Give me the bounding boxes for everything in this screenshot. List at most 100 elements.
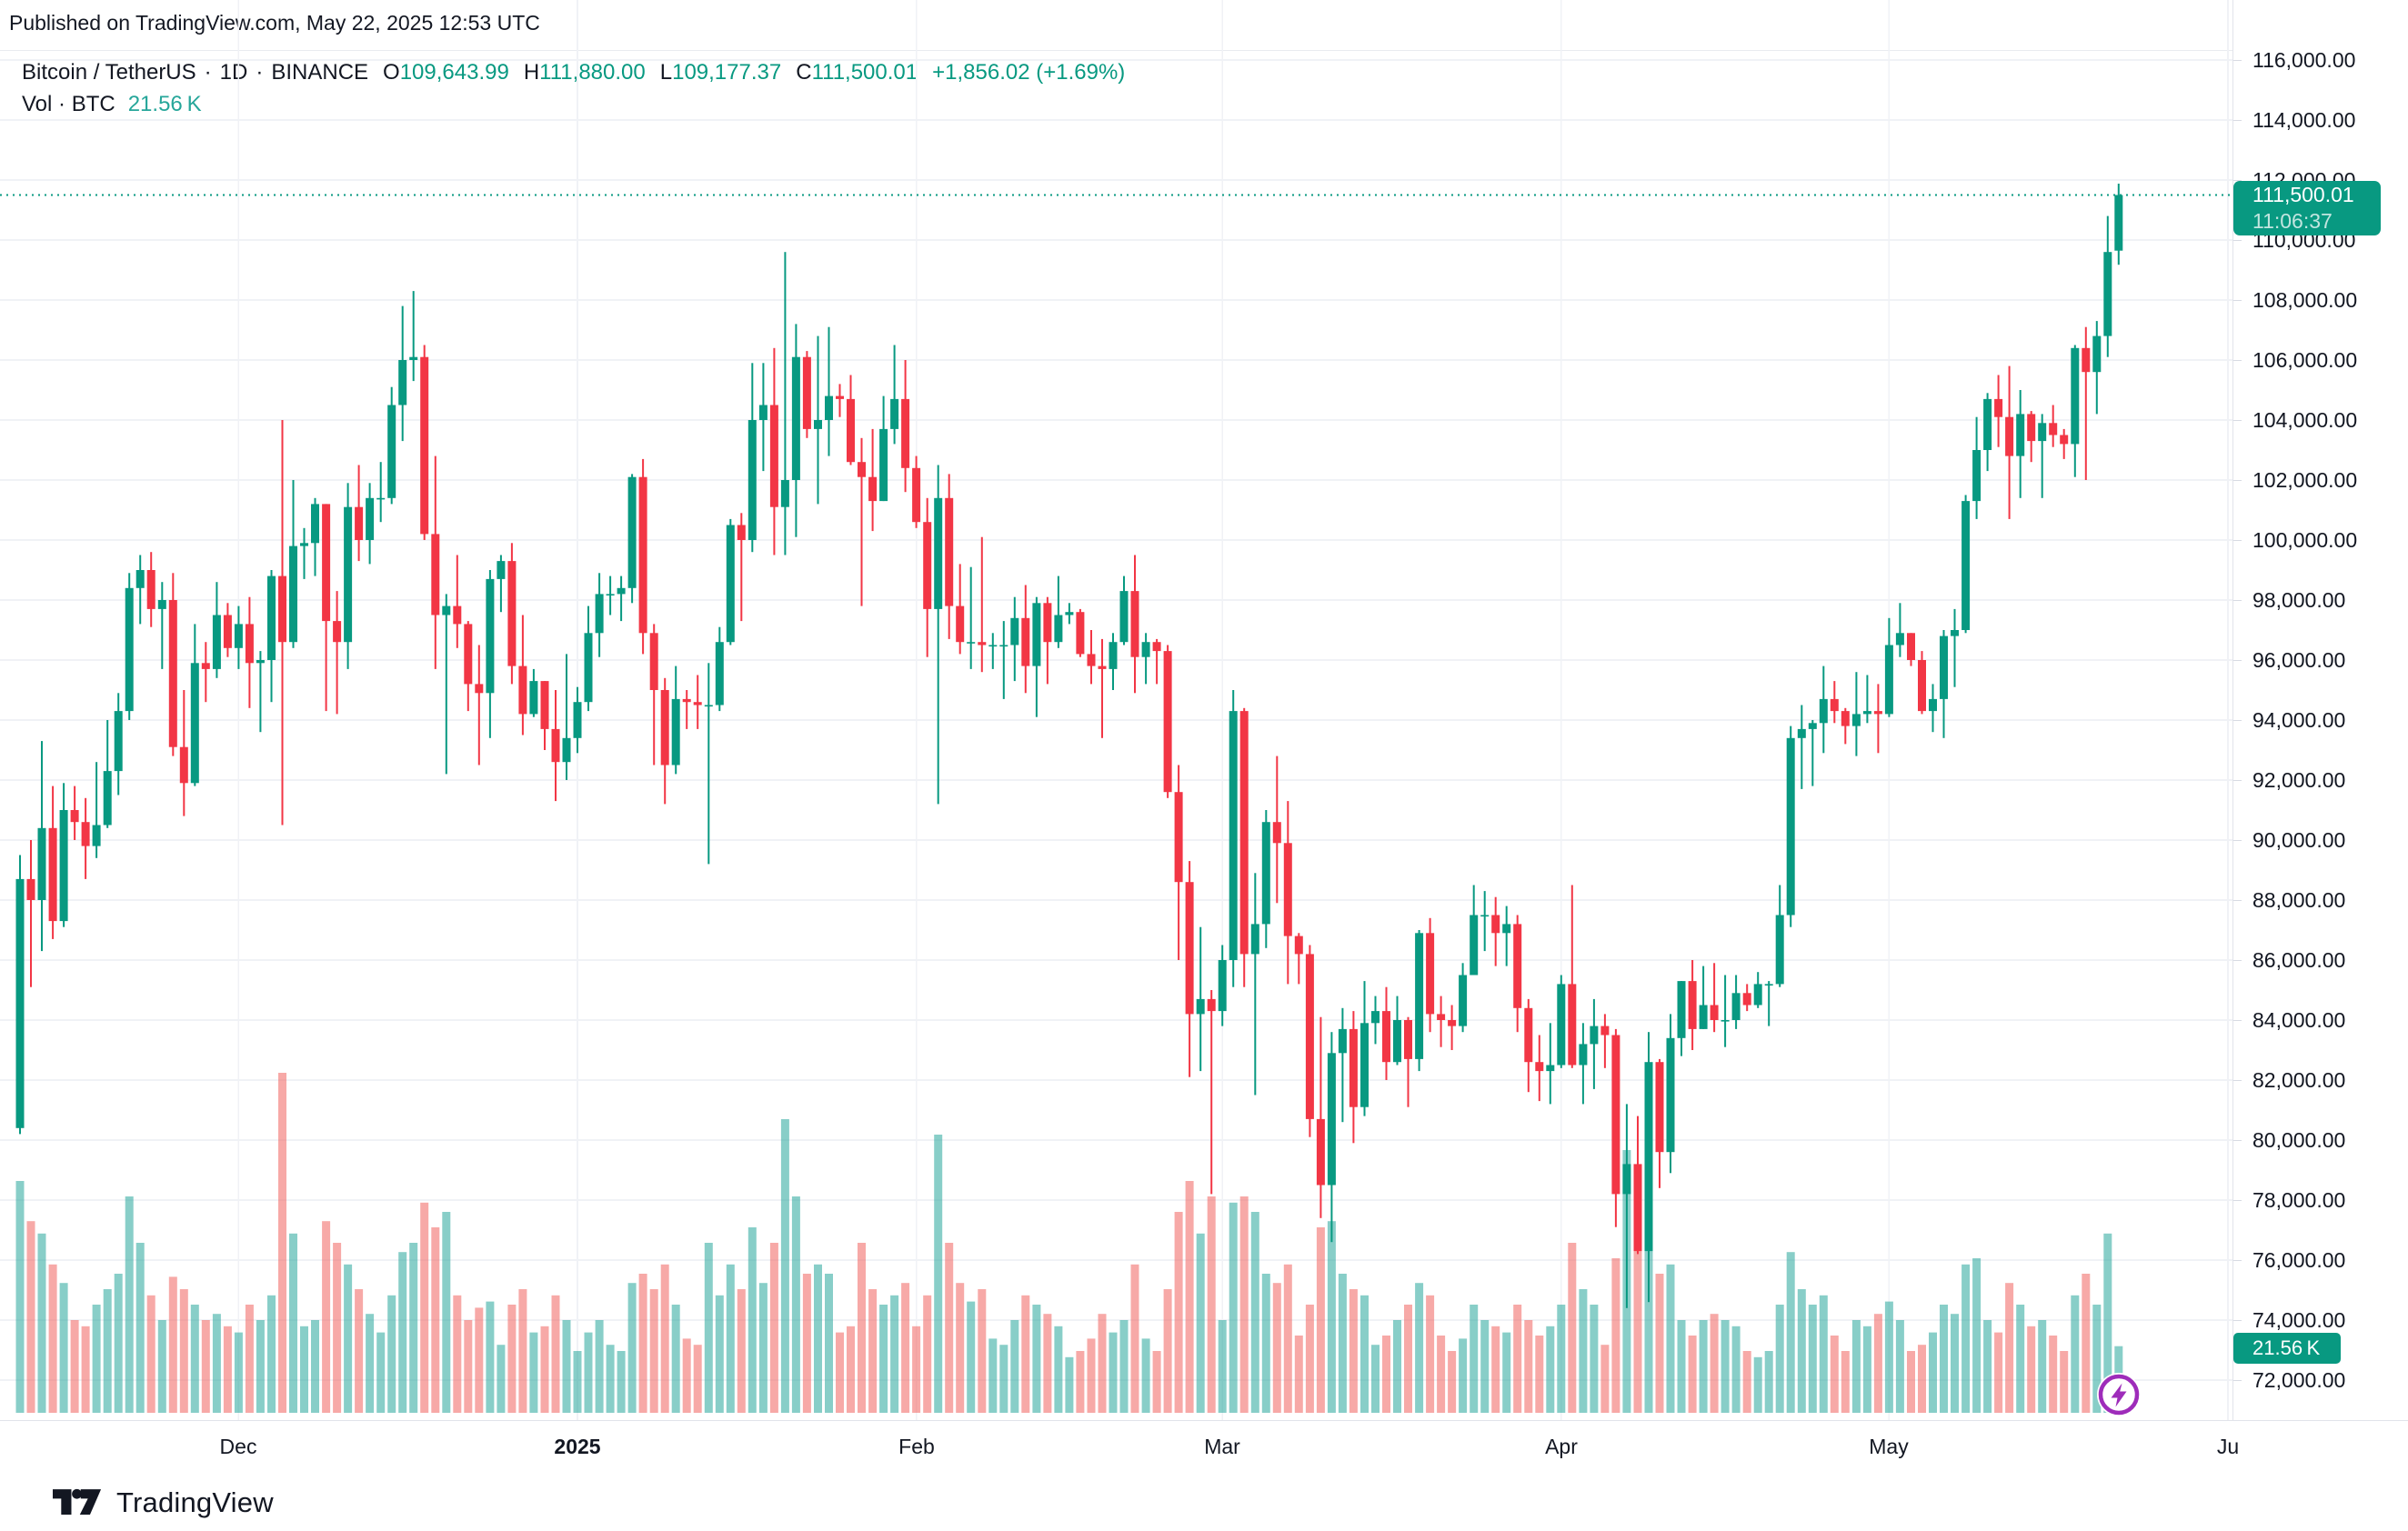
candle-body — [497, 561, 506, 579]
volume-bar — [15, 1181, 25, 1413]
candle-body — [475, 684, 484, 694]
candle-wick — [1407, 1016, 1410, 1107]
published-caption: Published on TradingView.com, May 22, 20… — [9, 11, 540, 35]
candle-body — [967, 642, 976, 644]
volume-bar — [1600, 1345, 1610, 1413]
volume-bar — [1951, 1314, 1959, 1413]
candle-body — [814, 420, 822, 429]
volume-bar — [442, 1212, 451, 1413]
time-scale[interactable]: Dec 2025 Feb Mar Apr May Ju — [0, 1420, 2408, 1476]
candle-body — [747, 420, 757, 540]
ohlc-low: L109,177.37 — [659, 60, 782, 85]
candle-body — [1721, 1020, 1730, 1022]
volume-bar — [2060, 1351, 2069, 1413]
volume-bar — [638, 1274, 647, 1413]
candle-body — [300, 543, 308, 546]
volume-bar — [978, 1289, 987, 1413]
volume-bar — [278, 1073, 286, 1413]
price-tick-label: 96,000.00 — [2252, 648, 2346, 672]
volume-bar — [1382, 1336, 1390, 1413]
candle-body — [1294, 936, 1303, 955]
tradingview-logo-icon[interactable] — [53, 1486, 102, 1519]
candle-wick — [456, 555, 458, 648]
candle-body — [234, 624, 243, 648]
volume-bar — [1470, 1305, 1479, 1413]
volume-bar — [529, 1332, 538, 1413]
volume-bar — [497, 1345, 506, 1413]
volume-bar — [660, 1264, 669, 1413]
volume-bar — [1862, 1326, 1871, 1413]
candle-body — [956, 605, 965, 643]
candle-body — [1054, 615, 1063, 643]
volume-bar — [1239, 1196, 1249, 1413]
volume-bar — [758, 1283, 768, 1413]
volume-bar — [201, 1320, 210, 1413]
candle-body — [1590, 1026, 1599, 1045]
volume-bar — [256, 1320, 265, 1413]
candle-body — [836, 395, 844, 399]
volume-bar — [1873, 1314, 1882, 1413]
candle-body — [912, 467, 921, 523]
boost-button[interactable] — [2095, 1371, 2142, 1418]
candle-body — [146, 570, 156, 609]
candle-wick — [1801, 705, 1803, 789]
ohlc-close: C111,500.01 — [796, 60, 918, 85]
candle-body — [1382, 1011, 1390, 1063]
chart-canvas[interactable] — [0, 0, 2232, 1420]
candle-body — [1196, 998, 1205, 1015]
candle-body — [157, 600, 166, 609]
volume-bar — [1218, 1320, 1227, 1413]
price-scale[interactable]: 72,000.00 74,000.00 76,000.00 78,000.00 80,0… — [2232, 0, 2408, 1420]
candle-body — [1983, 398, 1992, 450]
candle-body — [2049, 423, 2058, 435]
brand-name[interactable]: TradingView — [116, 1486, 274, 1518]
candle-body — [704, 705, 713, 707]
candle-body — [1415, 933, 1424, 1059]
volume-bar — [1611, 1258, 1620, 1413]
separator-dot: · — [256, 60, 264, 85]
volume-bar — [486, 1301, 495, 1413]
candle-wick — [1724, 975, 1727, 1047]
volume-bar — [934, 1135, 943, 1413]
volume-bar — [1283, 1264, 1292, 1413]
volume-bar — [431, 1227, 440, 1413]
time-tick-label: Apr — [1545, 1435, 1578, 1458]
candle-body — [1710, 1005, 1719, 1020]
price-tick-mark — [2233, 240, 2242, 241]
price-tick-mark — [2233, 1380, 2242, 1381]
candle-wick — [980, 536, 983, 673]
candle-body — [1808, 723, 1817, 729]
candle-body — [1119, 591, 1129, 643]
candle-body — [1699, 1005, 1708, 1029]
volume-bar — [1895, 1320, 1904, 1413]
candle-wick — [1570, 885, 1573, 1068]
volume-bar — [2071, 1295, 2080, 1413]
candle-body — [1731, 993, 1741, 1020]
candle-wick — [379, 462, 382, 523]
candle-body — [464, 624, 473, 685]
volume-bar — [747, 1227, 757, 1413]
candle-body — [1239, 711, 1249, 955]
candle-wick — [139, 555, 142, 625]
volume-bar — [1721, 1320, 1730, 1413]
price-tick-label: 80,000.00 — [2252, 1128, 2346, 1152]
volume-bar — [595, 1320, 604, 1413]
candle-body — [1633, 1164, 1642, 1252]
candle-wick — [1702, 966, 1705, 1029]
price-tick-label: 100,000.00 — [2252, 528, 2358, 552]
volume-bar — [37, 1233, 46, 1413]
volume-bar — [344, 1264, 353, 1413]
candle-body — [879, 428, 888, 502]
price-tick-label: 98,000.00 — [2252, 588, 2346, 612]
candle-body — [1141, 642, 1150, 657]
candle-wick — [161, 582, 164, 669]
candle-body — [1163, 651, 1172, 793]
volume-bar — [1404, 1305, 1412, 1413]
volume-bar — [1710, 1314, 1719, 1413]
candle-wick — [1768, 981, 1771, 1026]
candle-wick — [620, 575, 623, 622]
price-tick-mark — [2233, 360, 2242, 361]
time-tick-label: Ju — [2216, 1435, 2240, 1458]
ohlc-high: H111,880.00 — [523, 60, 646, 85]
volume-bar — [1655, 1274, 1664, 1413]
